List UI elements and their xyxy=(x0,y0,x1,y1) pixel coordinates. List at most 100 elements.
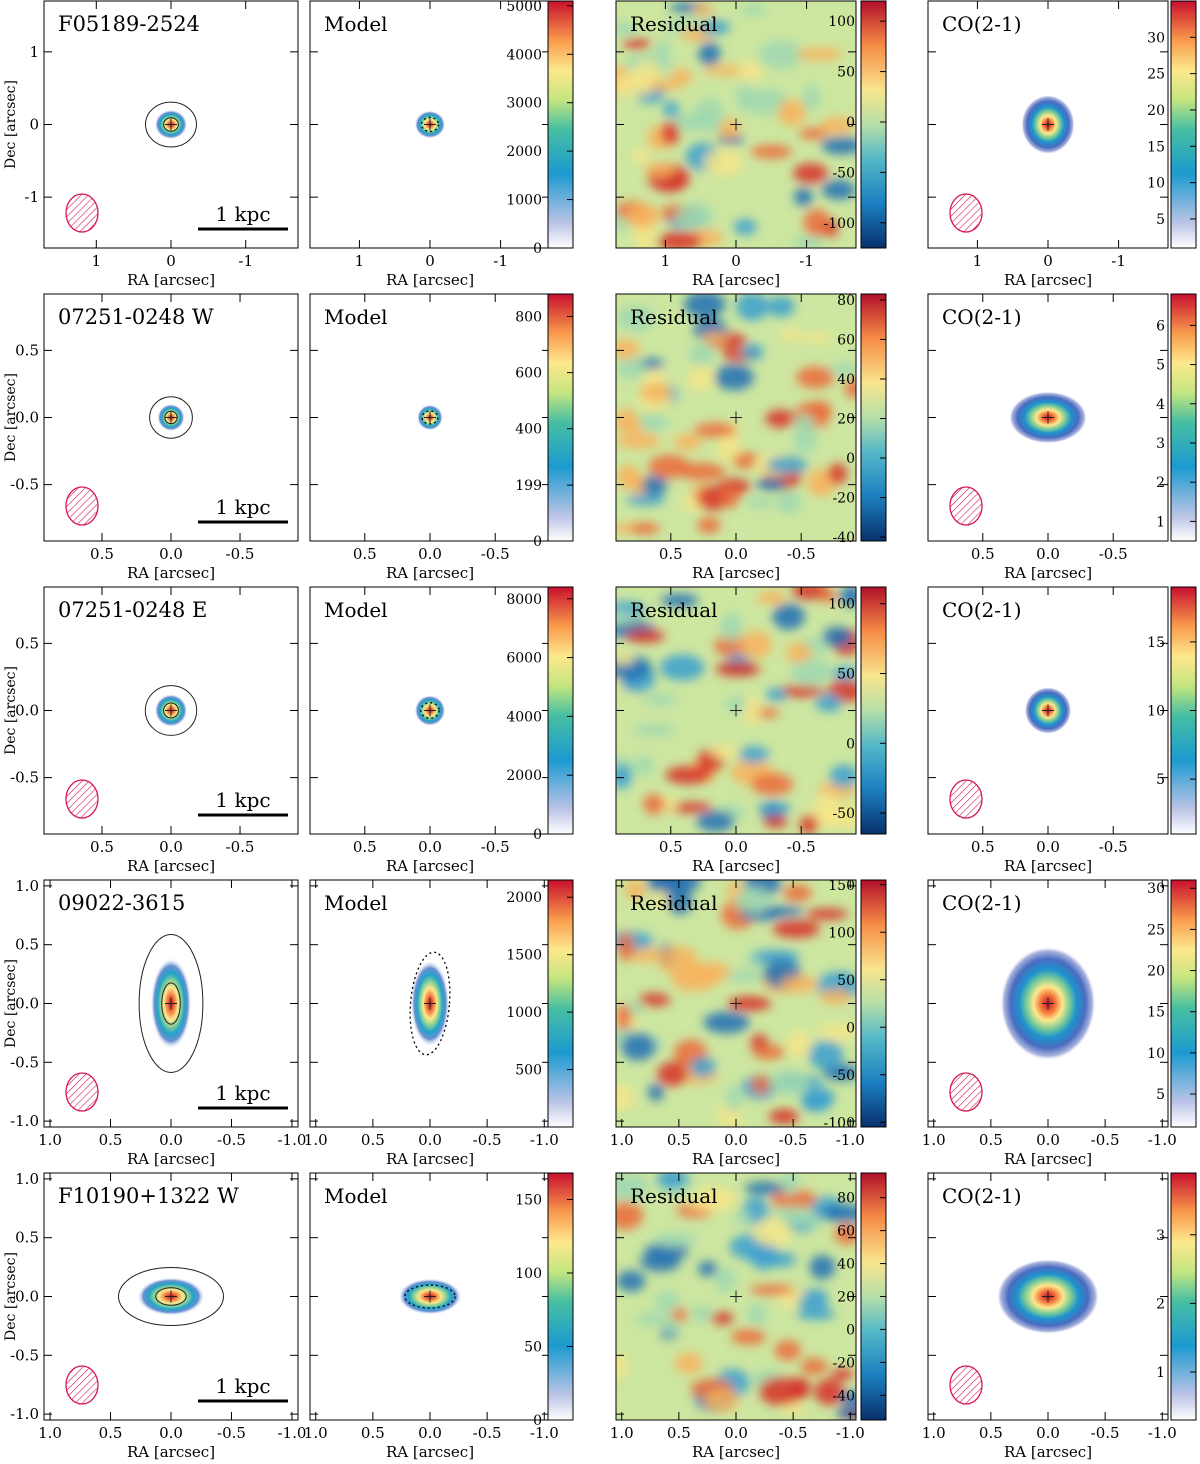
x-tick-label: -0.5 xyxy=(481,545,510,563)
x-tick-label: 0.5 xyxy=(971,838,995,856)
y-tick-label: 0.0 xyxy=(15,1288,39,1306)
center-marker xyxy=(424,411,436,424)
colorbar-continuum-row1: 0 1000 2000 3000 4000 5000 xyxy=(506,0,574,257)
colorbar-tick-label: 50 xyxy=(837,667,855,683)
co21-panel-row4: 1.0 0.5 0.0 -0.5 -1.0 RA [arcsec] CO(2-1) xyxy=(922,879,1177,1168)
colorbar-tick-label: 50 xyxy=(524,1339,542,1355)
row-2: 0.5 0.0 -0.5 0.5 0.0 -0.5 RA [arcsec] 07251-024… xyxy=(3,293,1197,582)
x-tick-label: 0.5 xyxy=(353,838,377,856)
y-tick-label: -1.0 xyxy=(10,1405,39,1423)
colorbar-tick-label: 3000 xyxy=(506,96,542,112)
panel-title: Model xyxy=(324,1184,388,1208)
colorbar-tick-label: 20 xyxy=(1147,103,1165,119)
model-panel-row4: 1.0 0.5 0.0 -0.5 -1.0 RA [arcsec] Model xyxy=(304,879,559,1168)
x-tick-label: 0.5 xyxy=(353,545,377,563)
beam-ellipse xyxy=(949,486,983,526)
residual-field xyxy=(616,2,856,248)
scale-bar-label: 1 kpc xyxy=(215,202,270,226)
beam-ellipse xyxy=(949,779,983,819)
model-panel-row3: 0.5 0.0 -0.5 RA [arcsec] Model xyxy=(309,586,551,875)
colorbar-tick-label: 100 xyxy=(828,14,855,30)
colorbar-continuum-row2: 0 199 400 600 800 xyxy=(515,293,574,550)
outer-contour xyxy=(145,101,197,148)
panel-title: CO(2-1) xyxy=(942,305,1022,329)
co21-panel-row2: 0.5 0.0 -0.5 RA [arcsec] CO(2-1) xyxy=(927,293,1169,582)
colorbar-tick-label: 30 xyxy=(1147,30,1165,46)
residual-panel-row2: 0.5 0.0 -0.5 RA [arcsec] Residual xyxy=(615,293,857,582)
colorbar-tick-label: 3 xyxy=(1156,1228,1165,1244)
x-tick-label: 0.0 xyxy=(724,838,748,856)
colorbar-tick-label: 15 xyxy=(1147,635,1165,651)
colorbar-tick-label: -40 xyxy=(832,1388,855,1404)
x-tick-label: 1.0 xyxy=(38,1131,62,1149)
center-marker xyxy=(165,118,177,131)
panel-title: Model xyxy=(324,598,388,622)
x-tick-label: -0.5 xyxy=(217,1131,246,1149)
x-tick-label: -0.5 xyxy=(481,838,510,856)
x-tick-label: 1.0 xyxy=(610,1131,634,1149)
center-marker xyxy=(424,1290,436,1303)
x-axis-label: RA [arcsec] xyxy=(386,1150,474,1168)
x-tick-label: 0.0 xyxy=(1036,545,1060,563)
y-tick-label: 0.0 xyxy=(15,702,39,720)
colorbar-tick-label: 60 xyxy=(837,1224,855,1240)
model-ellipse xyxy=(409,951,451,1056)
y-tick-label: 0.5 xyxy=(15,936,39,954)
x-tick-label: -1.0 xyxy=(277,1424,306,1442)
colorbar-co-row3: 5 10 15 xyxy=(1147,586,1197,835)
x-tick-label: 1.0 xyxy=(922,1424,946,1442)
x-tick-label: 1 xyxy=(661,252,671,270)
colorbar-tick-label: -20 xyxy=(832,1355,855,1371)
model-panel-row2: 0.5 0.0 -0.5 RA [arcsec] Model xyxy=(309,293,551,582)
x-tick-label: 0.0 xyxy=(159,1424,183,1442)
colorbar-tick-label: 0 xyxy=(846,451,855,467)
colorbar-residual-row4: -100 -50 0 50 100 150 xyxy=(824,878,887,1131)
x-tick-label: 1 xyxy=(355,252,365,270)
colorbar-tick-label: -50 xyxy=(832,806,855,822)
center-marker xyxy=(730,704,742,717)
colorbar-tick-label: 0 xyxy=(846,1322,855,1338)
x-tick-label: 0.0 xyxy=(418,1424,442,1442)
row-3: 0.5 0.0 -0.5 0.5 0.0 -0.5 RA [arcsec] 07251-024… xyxy=(3,586,1197,875)
inner-contour xyxy=(164,410,178,425)
panel-title: CO(2-1) xyxy=(942,598,1022,622)
y-tick-label: -1 xyxy=(24,188,39,206)
colorbar-residual-row3: -50 0 50 100 xyxy=(828,586,887,835)
x-tick-label: 0.5 xyxy=(667,1131,691,1149)
x-tick-label: -0.5 xyxy=(226,838,255,856)
colorbar-co-row1: 5 10 15 20 25 30 xyxy=(1147,0,1197,249)
colorbar-gradient xyxy=(860,879,887,1128)
model-ellipse xyxy=(421,410,439,425)
x-tick-label: 0.5 xyxy=(361,1131,385,1149)
x-axis-label: RA [arcsec] xyxy=(692,271,780,289)
x-tick-label: -0.5 xyxy=(779,1424,808,1442)
colorbar-tick-label: 80 xyxy=(837,1191,855,1207)
x-tick-label: 0.0 xyxy=(418,545,442,563)
continuum-panel-row5: 1.0 0.5 0.0 -0.5 -1.01.00.50.0-0.5-1.0RA [ar… xyxy=(10,1170,306,1461)
y-tick-label: 0.5 xyxy=(15,1229,39,1247)
x-tick-label: 1.0 xyxy=(38,1424,62,1442)
x-tick-label: 0 xyxy=(1043,252,1053,270)
y-tick-label: 0.0 xyxy=(15,409,39,427)
x-tick-label: 0.0 xyxy=(1036,838,1060,856)
colorbar-gradient xyxy=(860,293,887,542)
colorbar-tick-label: 400 xyxy=(515,422,542,438)
colorbar-tick-label: 2000 xyxy=(506,768,542,784)
x-axis-label: RA [arcsec] xyxy=(127,857,215,875)
colorbar-tick-label: 25 xyxy=(1147,922,1165,938)
x-axis-label: RA [arcsec] xyxy=(1004,271,1092,289)
y-axis-label: Dec [arcsec] xyxy=(3,959,19,1048)
beam-ellipse xyxy=(949,1072,983,1112)
colorbar-tick-label: 10 xyxy=(1147,176,1165,192)
colorbar-residual-row5: -40 -20 0 20 40 60 80 xyxy=(832,1172,887,1421)
x-tick-label: -0.5 xyxy=(217,1424,246,1442)
colorbar-gradient xyxy=(547,879,574,1128)
panel-title: CO(2-1) xyxy=(942,12,1022,36)
x-tick-label: 0.5 xyxy=(667,1424,691,1442)
colorbar-tick-label: 6000 xyxy=(506,651,542,667)
y-tick-label: -0.5 xyxy=(10,1346,39,1364)
colorbar-residual-row2: -40 -20 0 20 40 60 80 xyxy=(832,293,887,546)
outer-contour xyxy=(144,685,198,736)
scale-bar-label: 1 kpc xyxy=(215,788,270,812)
colorbar-gradient xyxy=(547,293,574,542)
